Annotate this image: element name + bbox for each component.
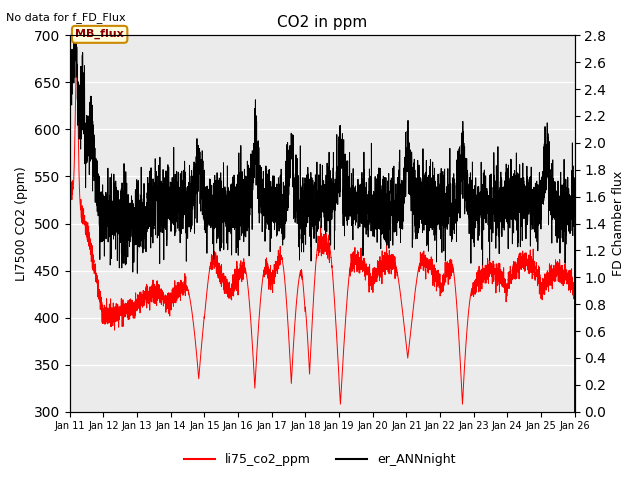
li75_co2_ppm (337, 401, 344, 407)
er_ANNnight (72, 13, 79, 19)
er_ANNnight (407, 158, 415, 164)
li75_co2_ppm (464, 318, 472, 324)
er_ANNnight (571, 409, 579, 415)
Y-axis label: FD Chamber flux: FD Chamber flux (612, 171, 625, 276)
li75_co2_ppm (571, 281, 579, 287)
er_ANNnight (464, 171, 472, 177)
er_ANNnight (157, 183, 164, 189)
li75_co2_ppm (570, 286, 578, 292)
li75_co2_ppm (66, 173, 74, 179)
Legend: li75_co2_ppm, er_ANNnight: li75_co2_ppm, er_ANNnight (179, 448, 461, 471)
er_ANNnight (303, 203, 311, 209)
Title: CO2 in ppm: CO2 in ppm (277, 15, 367, 30)
er_ANNnight (435, 198, 443, 204)
Line: er_ANNnight: er_ANNnight (70, 16, 575, 412)
li75_co2_ppm (157, 292, 164, 298)
li75_co2_ppm (303, 326, 311, 332)
li75_co2_ppm (407, 324, 415, 330)
Text: No data for f_FD_Flux: No data for f_FD_Flux (6, 12, 126, 23)
li75_co2_ppm (73, 59, 81, 64)
er_ANNnight (66, 93, 74, 98)
li75_co2_ppm (435, 281, 443, 287)
Text: MB_flux: MB_flux (76, 29, 124, 39)
er_ANNnight (570, 193, 578, 199)
Line: li75_co2_ppm: li75_co2_ppm (70, 61, 575, 404)
Y-axis label: LI7500 CO2 (ppm): LI7500 CO2 (ppm) (15, 166, 28, 281)
